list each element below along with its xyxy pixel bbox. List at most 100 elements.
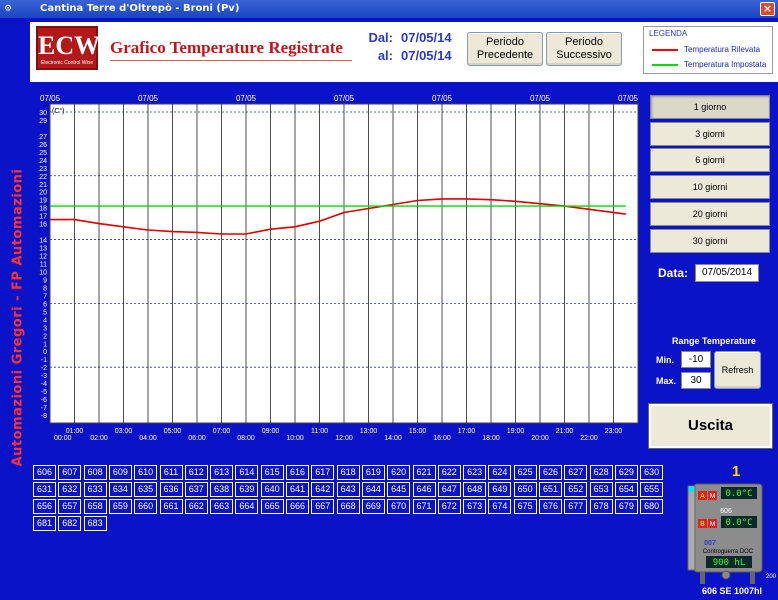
tank-button-618[interactable]: 618 [336, 465, 360, 480]
next-period-button[interactable]: Periodo Successivo [546, 32, 622, 66]
tank-button-643[interactable]: 643 [336, 482, 360, 497]
tank-button-645[interactable]: 645 [387, 482, 411, 497]
tank-button-653[interactable]: 653 [589, 482, 613, 497]
tank-button-610[interactable]: 610 [134, 465, 158, 480]
tank-button-614[interactable]: 614 [235, 465, 259, 480]
tank-button-612[interactable]: 612 [184, 465, 208, 480]
tank-button-646[interactable]: 646 [412, 482, 436, 497]
period-20-days-button[interactable]: 20 giorni [650, 202, 770, 226]
tank-button-664[interactable]: 664 [235, 499, 259, 514]
tank-button-663[interactable]: 663 [210, 499, 234, 514]
period-3-days-button[interactable]: 3 giorni [650, 122, 770, 146]
x-time-label-upper: 17:00 [458, 428, 476, 435]
tank-button-641[interactable]: 641 [286, 482, 309, 497]
tank-button-617[interactable]: 617 [311, 465, 335, 480]
tank-button-654[interactable]: 654 [614, 482, 638, 497]
tank-button-680[interactable]: 680 [640, 499, 664, 514]
tank-button-651[interactable]: 651 [539, 482, 562, 497]
tank-button-630[interactable]: 630 [640, 465, 664, 480]
tank-button-660[interactable]: 660 [134, 499, 158, 514]
tank-button-613[interactable]: 613 [210, 465, 234, 480]
close-icon[interactable]: × [760, 2, 775, 16]
y-tick-label: 3 [43, 325, 47, 332]
tank-button-633[interactable]: 633 [83, 482, 107, 497]
tank-button-642[interactable]: 642 [311, 482, 335, 497]
y-tick-label: 16 [39, 222, 47, 229]
tank-button-674[interactable]: 674 [488, 499, 512, 514]
tank-id-b: 007 [704, 540, 716, 547]
y-tick-label: 12 [39, 254, 47, 261]
tank-button-677[interactable]: 677 [564, 499, 588, 514]
tank-button-668[interactable]: 668 [336, 499, 360, 514]
tank-button-621[interactable]: 621 [412, 465, 436, 480]
tank-button-682[interactable]: 682 [58, 516, 82, 531]
tank-button-650[interactable]: 650 [513, 482, 537, 497]
tank-button-638[interactable]: 638 [210, 482, 234, 497]
tank-button-670[interactable]: 670 [387, 499, 411, 514]
tank-button-606[interactable]: 606 [33, 465, 56, 480]
period-30-days-button[interactable]: 30 giorni [650, 229, 770, 253]
tank-button-678[interactable]: 678 [589, 499, 613, 514]
tank-button-607[interactable]: 607 [58, 465, 82, 480]
tank-button-666[interactable]: 666 [286, 499, 309, 514]
tank-button-622[interactable]: 622 [437, 465, 461, 480]
tank-button-625[interactable]: 625 [513, 465, 537, 480]
tank-button-624[interactable]: 624 [488, 465, 512, 480]
tank-button-635[interactable]: 635 [134, 482, 158, 497]
tank-button-627[interactable]: 627 [564, 465, 588, 480]
tank-button-609[interactable]: 609 [108, 465, 132, 480]
tank-button-631[interactable]: 631 [33, 482, 56, 497]
tank-button-661[interactable]: 661 [159, 499, 183, 514]
tank-button-644[interactable]: 644 [361, 482, 385, 497]
tank-button-623[interactable]: 623 [463, 465, 487, 480]
tank-button-683[interactable]: 683 [83, 516, 107, 531]
tank-button-649[interactable]: 649 [488, 482, 512, 497]
tank-button-639[interactable]: 639 [235, 482, 259, 497]
exit-button[interactable]: Uscita [648, 403, 773, 449]
previous-period-label-2: Precedente [476, 49, 534, 61]
tank-button-637[interactable]: 637 [184, 482, 208, 497]
tank-button-620[interactable]: 620 [387, 465, 411, 480]
tank-button-636[interactable]: 636 [159, 482, 183, 497]
tank-button-628[interactable]: 628 [589, 465, 613, 480]
tank-button-667[interactable]: 667 [311, 499, 335, 514]
date-field[interactable]: 07/05/2014 [695, 264, 759, 282]
tank-button-652[interactable]: 652 [564, 482, 588, 497]
tank-button-665[interactable]: 665 [260, 499, 284, 514]
tank-button-634[interactable]: 634 [108, 482, 132, 497]
tank-button-629[interactable]: 629 [614, 465, 638, 480]
tank-button-611[interactable]: 611 [159, 465, 183, 480]
tank-button-679[interactable]: 679 [614, 499, 638, 514]
tank-button-675[interactable]: 675 [513, 499, 537, 514]
period-10-days-button[interactable]: 10 giorni [650, 175, 770, 199]
period-1-day-button[interactable]: 1 giorno [650, 95, 770, 119]
tank-button-616[interactable]: 616 [286, 465, 309, 480]
tank-button-672[interactable]: 672 [437, 499, 461, 514]
period-6-days-button[interactable]: 6 giorni [650, 148, 770, 172]
tank-button-681[interactable]: 681 [33, 516, 56, 531]
tank-button-632[interactable]: 632 [58, 482, 82, 497]
tank-button-619[interactable]: 619 [361, 465, 385, 480]
tank-button-662[interactable]: 662 [184, 499, 208, 514]
tank-button-671[interactable]: 671 [412, 499, 436, 514]
tank-button-608[interactable]: 608 [83, 465, 107, 480]
tank-button-658[interactable]: 658 [83, 499, 107, 514]
tank-button-656[interactable]: 656 [33, 499, 56, 514]
x-time-label-lower: 16:00 [433, 435, 451, 442]
tank-button-657[interactable]: 657 [58, 499, 82, 514]
tank-button-648[interactable]: 648 [463, 482, 487, 497]
tank-button-626[interactable]: 626 [539, 465, 562, 480]
tank-button-676[interactable]: 676 [539, 499, 562, 514]
tank-button-669[interactable]: 669 [361, 499, 385, 514]
tank-button-673[interactable]: 673 [463, 499, 487, 514]
tank-button-640[interactable]: 640 [260, 482, 284, 497]
max-temperature-field[interactable]: 30 [681, 372, 711, 389]
tank-button-655[interactable]: 655 [640, 482, 664, 497]
tank-button-659[interactable]: 659 [108, 499, 132, 514]
previous-period-button[interactable]: Periodo Precedente [467, 32, 543, 66]
refresh-button[interactable]: Refresh [714, 351, 761, 389]
min-temperature-field[interactable]: -10 [681, 351, 711, 368]
tank-widget[interactable]: 1 A M 0.0°C 606 B M 0.0°C 007 Controguer… [686, 460, 778, 600]
tank-button-647[interactable]: 647 [437, 482, 461, 497]
tank-button-615[interactable]: 615 [260, 465, 284, 480]
